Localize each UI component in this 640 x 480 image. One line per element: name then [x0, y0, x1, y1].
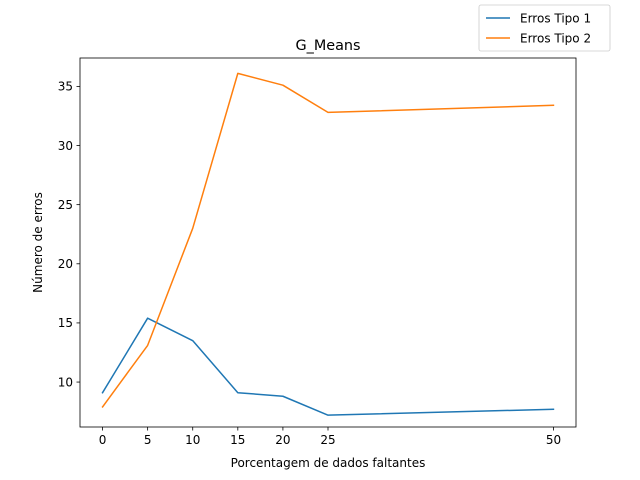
legend: Erros Tipo 1 Erros Tipo 2	[478, 4, 611, 52]
y-tick-label: 25	[58, 198, 73, 212]
x-tick-label: 25	[320, 433, 335, 447]
x-tick-label: 50	[546, 433, 561, 447]
x-tick-label: 10	[185, 433, 200, 447]
y-tick-label: 20	[58, 257, 73, 271]
x-tick-label: 15	[230, 433, 245, 447]
y-tick-label: 35	[58, 80, 73, 94]
chart-title: G_Means	[295, 38, 360, 54]
x-axis-label: Porcentagem de dados faltantes	[231, 456, 426, 470]
legend-box	[478, 4, 611, 52]
series-lines	[101, 72, 555, 416]
y-tick-label: 30	[58, 139, 73, 153]
x-tick-label: 5	[144, 433, 152, 447]
y-tick-label: 10	[58, 375, 73, 389]
legend-label-1: Erros Tipo 1	[520, 11, 591, 25]
y-tick-label: 15	[58, 316, 73, 330]
y-axis-label: Número de erros	[31, 192, 45, 293]
plot-frame	[79, 57, 577, 428]
legend-label-2: Erros Tipo 2	[520, 31, 591, 45]
x-tick-label: 0	[99, 433, 107, 447]
series-line-2	[101, 72, 555, 408]
axis-ticks: 0 5 10 15 20 25 50 10 15 20 25 30 35	[58, 80, 561, 447]
series-line-1	[101, 317, 555, 416]
x-tick-label: 20	[275, 433, 290, 447]
